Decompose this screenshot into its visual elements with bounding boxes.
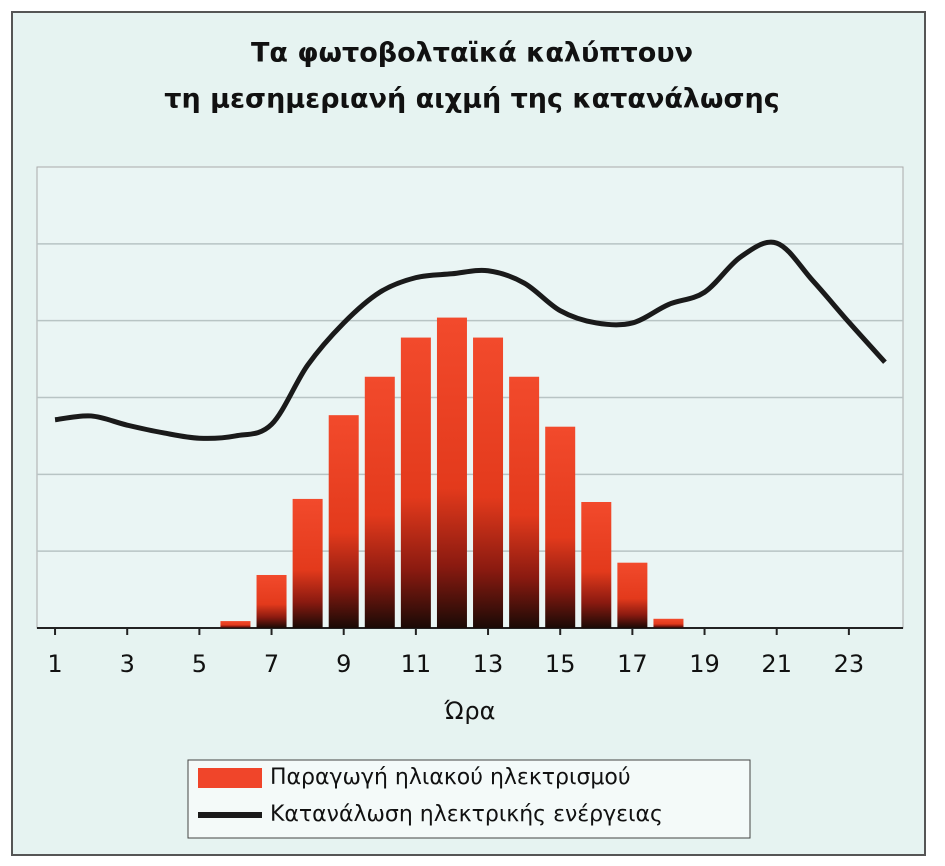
- legend-label: Παραγωγή ηλιακού ηλεκτρισμού: [270, 765, 631, 790]
- x-tick-label: 17: [617, 650, 648, 678]
- x-axis-label: Ώρα: [444, 697, 496, 725]
- x-tick-label: 9: [336, 650, 351, 678]
- chart-title: Τα φωτοβολταϊκά καλύπτουν: [251, 38, 693, 69]
- bar: [545, 426, 576, 628]
- bar: [328, 415, 359, 628]
- bar: [509, 376, 540, 628]
- x-tick-label: 1: [47, 650, 62, 678]
- x-tick-label: 3: [120, 650, 135, 678]
- x-tick-label: 23: [834, 650, 865, 678]
- x-tick-label: 11: [401, 650, 432, 678]
- legend-label: Κατανάλωση ηλεκτρικής ενέργειας: [270, 802, 663, 827]
- bar: [364, 376, 395, 628]
- chart-title: τη μεσημεριανή αιχμή της κατανάλωσης: [164, 84, 779, 115]
- x-tick-label: 19: [689, 650, 720, 678]
- x-tick-label: 13: [473, 650, 504, 678]
- bar: [256, 574, 287, 628]
- bar: [581, 501, 612, 628]
- x-tick-label: 5: [192, 650, 207, 678]
- line: [54, 239, 887, 441]
- x-tick-label: 7: [264, 650, 279, 678]
- bar: [617, 562, 648, 628]
- legend: [187, 759, 751, 839]
- bar: [436, 317, 467, 628]
- bar: [220, 621, 251, 628]
- bar: [400, 337, 431, 628]
- x-tick-label: 15: [545, 650, 576, 678]
- x-tick-label: 21: [761, 650, 792, 678]
- legend-swatch: [198, 768, 262, 788]
- bar: [653, 618, 684, 628]
- bar: [292, 498, 323, 628]
- bar: [473, 337, 504, 628]
